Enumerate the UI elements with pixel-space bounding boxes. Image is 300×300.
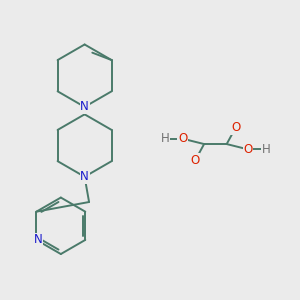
Text: H: H bbox=[262, 143, 270, 156]
Text: O: O bbox=[190, 154, 200, 167]
Text: N: N bbox=[80, 100, 89, 113]
Text: O: O bbox=[178, 132, 187, 145]
Text: O: O bbox=[231, 121, 240, 134]
Text: N: N bbox=[34, 233, 42, 246]
Text: O: O bbox=[244, 143, 253, 156]
Text: H: H bbox=[160, 132, 169, 145]
Text: N: N bbox=[80, 170, 89, 183]
